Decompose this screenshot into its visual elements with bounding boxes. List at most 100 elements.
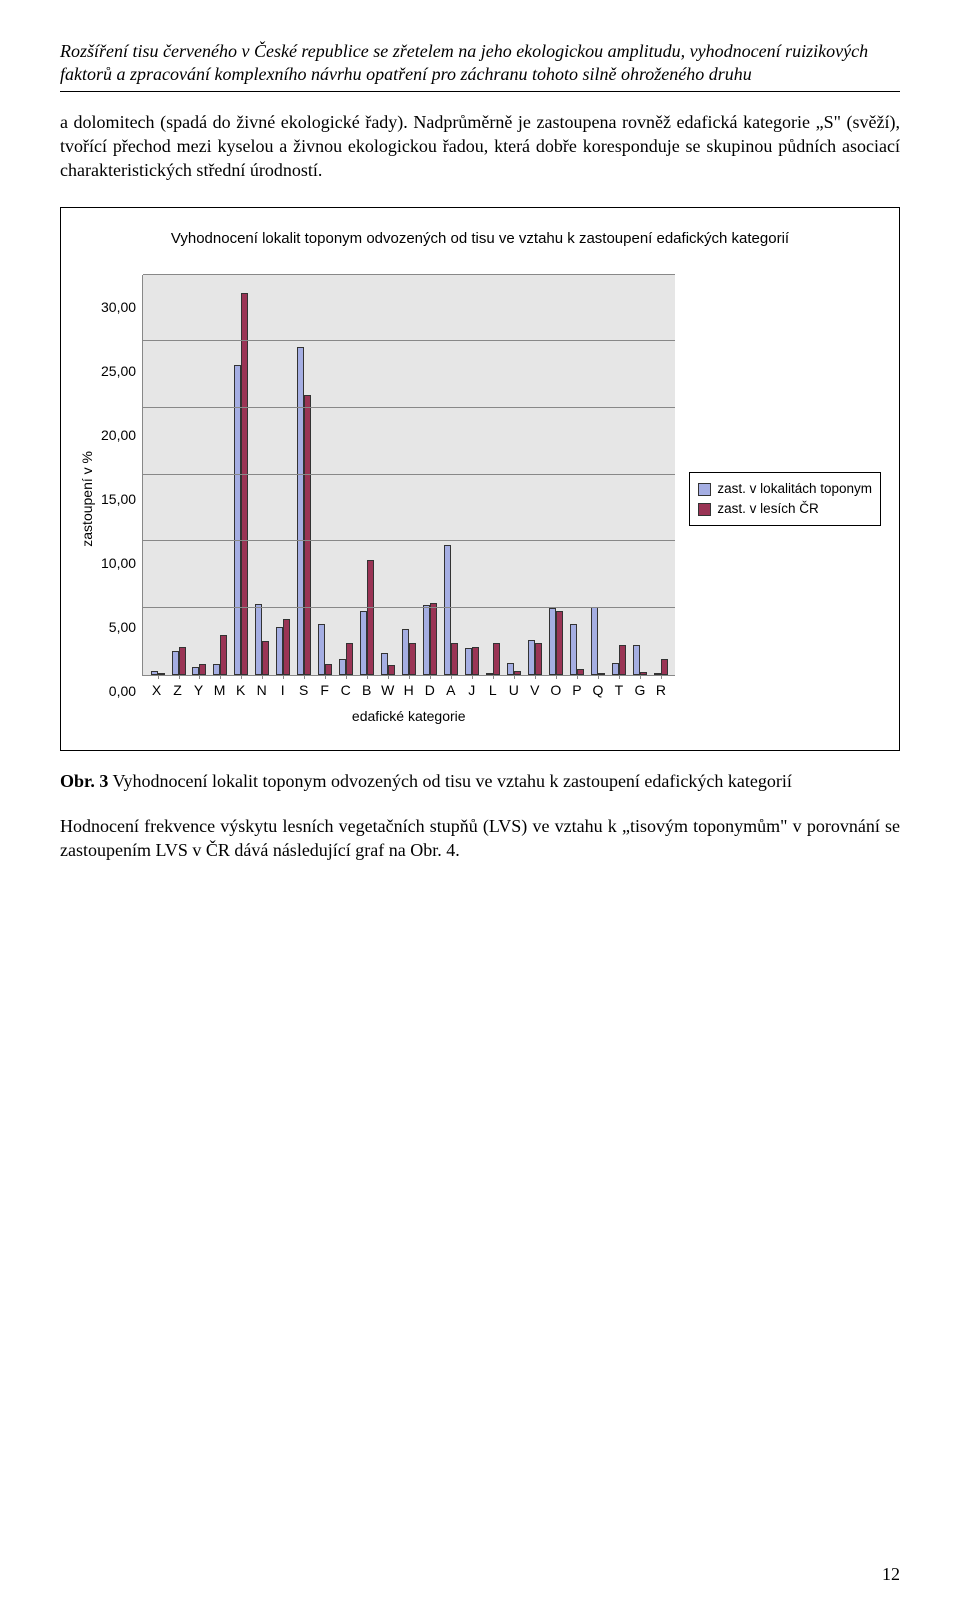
x-tick-label: K [230, 682, 251, 698]
bar-group [168, 275, 189, 675]
x-tick-label: J [461, 682, 482, 698]
bar-group [294, 275, 315, 675]
bar-group [441, 275, 462, 675]
bar-group [147, 275, 168, 675]
bar-series1 [549, 608, 556, 675]
legend-row-1: zast. v lokalitách toponym [698, 479, 872, 499]
chart-gridline [143, 474, 675, 475]
chart-title: Vyhodnocení lokalit toponym odvozených o… [79, 230, 881, 247]
bar-series1 [381, 653, 388, 674]
chart-frame: Vyhodnocení lokalit toponym odvozených o… [60, 207, 900, 751]
page-number: 12 [882, 1564, 900, 1585]
bar-group [273, 275, 294, 675]
bar-series1 [172, 651, 179, 675]
bar-group [504, 275, 525, 675]
y-tick-label: 0,00 [109, 683, 136, 699]
legend-row-2: zast. v lesích ČR [698, 499, 872, 519]
bar-series1 [465, 648, 472, 675]
y-tick-label: 5,00 [109, 619, 136, 635]
chart-body: zastoupení v % 30,0025,0020,0015,0010,00… [79, 275, 881, 724]
bar-series2 [220, 635, 227, 675]
bar-series1 [339, 659, 346, 675]
x-tick-label: V [524, 682, 545, 698]
bar-series1 [507, 663, 514, 675]
bar-series2 [472, 647, 479, 675]
x-tick-label: Q [587, 682, 608, 698]
bar-group [399, 275, 420, 675]
figure-caption-rest: Vyhodnocení lokalit toponym odvozených o… [108, 771, 792, 791]
bar-series1 [633, 645, 640, 674]
bar-group [545, 275, 566, 675]
bar-series1 [318, 624, 325, 675]
x-tick-label: D [419, 682, 440, 698]
bar-group [650, 275, 671, 675]
bar-series2 [388, 665, 395, 674]
chart-y-axis-label: zastoupení v % [79, 451, 95, 547]
bar-series1 [528, 640, 535, 675]
bar-group [231, 275, 252, 675]
bar-series1 [570, 624, 577, 675]
bar-series1 [151, 671, 158, 675]
bar-group [608, 275, 629, 675]
bar-series2 [451, 643, 458, 675]
bar-series1 [234, 365, 241, 674]
x-tick-label: W [377, 682, 398, 698]
bar-group [315, 275, 336, 675]
chart-plot-wrap: XZYMKNISFCBWHDAJLUVOPQTGR edafické kateg… [142, 275, 675, 724]
bar-group [357, 275, 378, 675]
x-tick-label: R [650, 682, 671, 698]
x-tick-label: X [146, 682, 167, 698]
bar-group [566, 275, 587, 675]
bar-group [524, 275, 545, 675]
bar-series1 [276, 627, 283, 675]
x-tick-label: U [503, 682, 524, 698]
bar-series1 [423, 605, 430, 674]
y-tick-label: 20,00 [101, 427, 136, 443]
bar-series1 [192, 667, 199, 675]
x-tick-label: G [629, 682, 650, 698]
bar-series2 [158, 673, 165, 675]
bar-series1 [486, 673, 493, 675]
bar-series2 [241, 293, 248, 674]
bar-series2 [556, 611, 563, 675]
x-tick-label: F [314, 682, 335, 698]
chart-gridline [143, 540, 675, 541]
bar-group [587, 275, 608, 675]
chart-gridline [143, 607, 675, 608]
x-tick-label: C [335, 682, 356, 698]
x-tick-label: L [482, 682, 503, 698]
chart-plot-area [142, 275, 675, 676]
bar-group [483, 275, 504, 675]
bar-series2 [409, 643, 416, 675]
x-tick-label: N [251, 682, 272, 698]
x-tick-label: I [272, 682, 293, 698]
chart-gridline [143, 340, 675, 341]
bar-group [336, 275, 357, 675]
x-tick-label: Y [188, 682, 209, 698]
header-rule [60, 91, 900, 92]
chart-x-axis-label: edafické kategorie [142, 708, 675, 724]
bar-series2 [640, 672, 647, 675]
bar-group [189, 275, 210, 675]
chart-gridline [143, 274, 675, 275]
bar-group [629, 275, 650, 675]
bar-series1 [255, 604, 262, 675]
y-tick-label: 15,00 [101, 491, 136, 507]
bar-group [210, 275, 231, 675]
bar-group [378, 275, 399, 675]
figure-caption: Obr. 3 Vyhodnocení lokalit toponym odvoz… [60, 771, 900, 792]
bar-series2 [493, 643, 500, 675]
bar-series1 [654, 673, 661, 675]
chart-y-axis-ticks: 30,0025,0020,0015,0010,005,000,00 [101, 299, 142, 699]
x-tick-label: T [608, 682, 629, 698]
x-tick-label: A [440, 682, 461, 698]
bar-series2 [262, 641, 269, 674]
bar-series2 [367, 560, 374, 675]
bar-series2 [346, 643, 353, 675]
y-tick-label: 10,00 [101, 555, 136, 571]
x-tick-label: M [209, 682, 230, 698]
bar-group [462, 275, 483, 675]
x-tick-label: O [545, 682, 566, 698]
x-tick-label: S [293, 682, 314, 698]
bar-series2 [304, 395, 311, 675]
